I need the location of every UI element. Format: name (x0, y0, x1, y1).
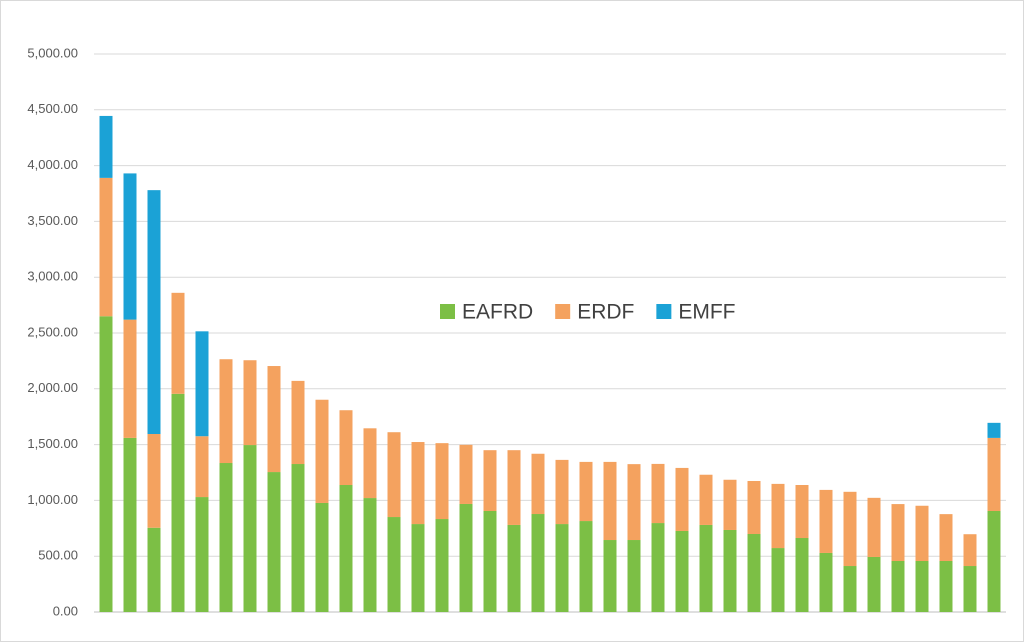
y-tick-label: 3,500.00 (27, 213, 78, 228)
bar-segment (195, 497, 209, 612)
y-tick-label: 3,000.00 (27, 269, 78, 284)
bar-segment (147, 190, 161, 434)
bar-segment (507, 450, 521, 525)
bar-segment (891, 504, 905, 561)
bar-segment (939, 514, 953, 561)
bar-segment (171, 292, 185, 394)
bar-segment (843, 566, 857, 612)
y-tick-label: 500.00 (38, 548, 78, 563)
bar-segment (147, 433, 161, 528)
y-tick-label: 5,000.00 (27, 45, 78, 60)
bar-segment (171, 393, 185, 612)
bar-segment (723, 479, 737, 530)
bar-segment (891, 560, 905, 612)
bar-segment (747, 480, 761, 534)
bar-segment (387, 432, 401, 518)
bar-segment (603, 461, 617, 541)
bar-segment (987, 437, 1001, 512)
bar-segment (747, 533, 761, 612)
bar-segment (339, 410, 353, 485)
y-tick-label: 1,000.00 (27, 492, 78, 507)
legend-swatch (555, 304, 571, 319)
bar-segment (627, 540, 641, 612)
bar-segment (411, 442, 425, 525)
bar-segment (459, 503, 473, 612)
bar-segment (339, 484, 353, 612)
bar-segment (963, 566, 977, 612)
bar-segment (435, 443, 449, 520)
bar-segment (771, 483, 785, 549)
y-tick-label: 2,000.00 (27, 380, 78, 395)
bar-segment (435, 519, 449, 612)
y-tick-label: 0.00 (53, 603, 78, 618)
bar-segment (123, 319, 137, 438)
bar-segment (819, 489, 833, 553)
bar-segment (675, 530, 689, 612)
bar-segment (483, 511, 497, 612)
bar-segment (651, 523, 665, 612)
bar-segment (387, 517, 401, 612)
legend-swatch (656, 304, 672, 319)
bar-segment (195, 331, 209, 437)
bar-segment (915, 505, 929, 561)
bar-segment (99, 115, 113, 178)
y-tick-label: 1,500.00 (27, 436, 78, 451)
bar-segment (99, 177, 113, 317)
bar-segment (291, 464, 305, 612)
bar-segment (699, 474, 713, 525)
y-tick-label: 2,500.00 (27, 324, 78, 339)
bar-segment (651, 463, 665, 524)
bar-segment (987, 422, 1001, 438)
legend-label: EMFF (678, 301, 735, 324)
bar-segment (291, 380, 305, 465)
bar-segment (867, 556, 881, 612)
bar-segment (795, 538, 809, 612)
legend-label: EAFRD (462, 301, 533, 324)
bar-segment (603, 540, 617, 612)
bar-segment (411, 524, 425, 612)
bar-segment (699, 524, 713, 612)
bar-segment (915, 560, 929, 612)
bar-segment (363, 428, 377, 499)
bar-segment (315, 399, 329, 503)
bar-segment (243, 445, 257, 612)
bar-segment (795, 484, 809, 539)
bar-segment (123, 437, 137, 612)
bar-segment (219, 463, 233, 612)
bar-segment (675, 467, 689, 531)
bar-segment (267, 472, 281, 612)
bar-segment (315, 502, 329, 612)
bar-segment (459, 444, 473, 504)
bar-segment (507, 524, 521, 612)
bar-segment (147, 527, 161, 612)
bar-segment (243, 360, 257, 446)
bar-segment (555, 524, 569, 612)
bar-segment (483, 450, 497, 512)
bar-segment (195, 436, 209, 498)
bar-segment (267, 366, 281, 473)
bar-segment (939, 560, 953, 612)
bar-segment (219, 359, 233, 464)
legend-swatch (440, 304, 455, 319)
bar-segment (819, 552, 833, 612)
legend-label: ERDF (577, 301, 634, 324)
bar-segment (531, 453, 545, 515)
bar-segment (963, 534, 977, 567)
bar-segment (531, 514, 545, 612)
bar-segment (363, 498, 377, 612)
bar-segment (579, 521, 593, 612)
y-tick-label: 4,500.00 (27, 101, 78, 116)
bar-segment (627, 464, 641, 541)
bar-segment (867, 497, 881, 557)
bar-segment (555, 459, 569, 525)
bar-segment (579, 461, 593, 522)
bar-segment (123, 173, 137, 320)
bar-segment (987, 511, 1001, 612)
bar-segment (99, 316, 113, 612)
bar-segment (843, 491, 857, 567)
bar-segment (771, 548, 785, 612)
bar-segment (723, 529, 737, 612)
y-tick-label: 4,000.00 (27, 157, 78, 172)
